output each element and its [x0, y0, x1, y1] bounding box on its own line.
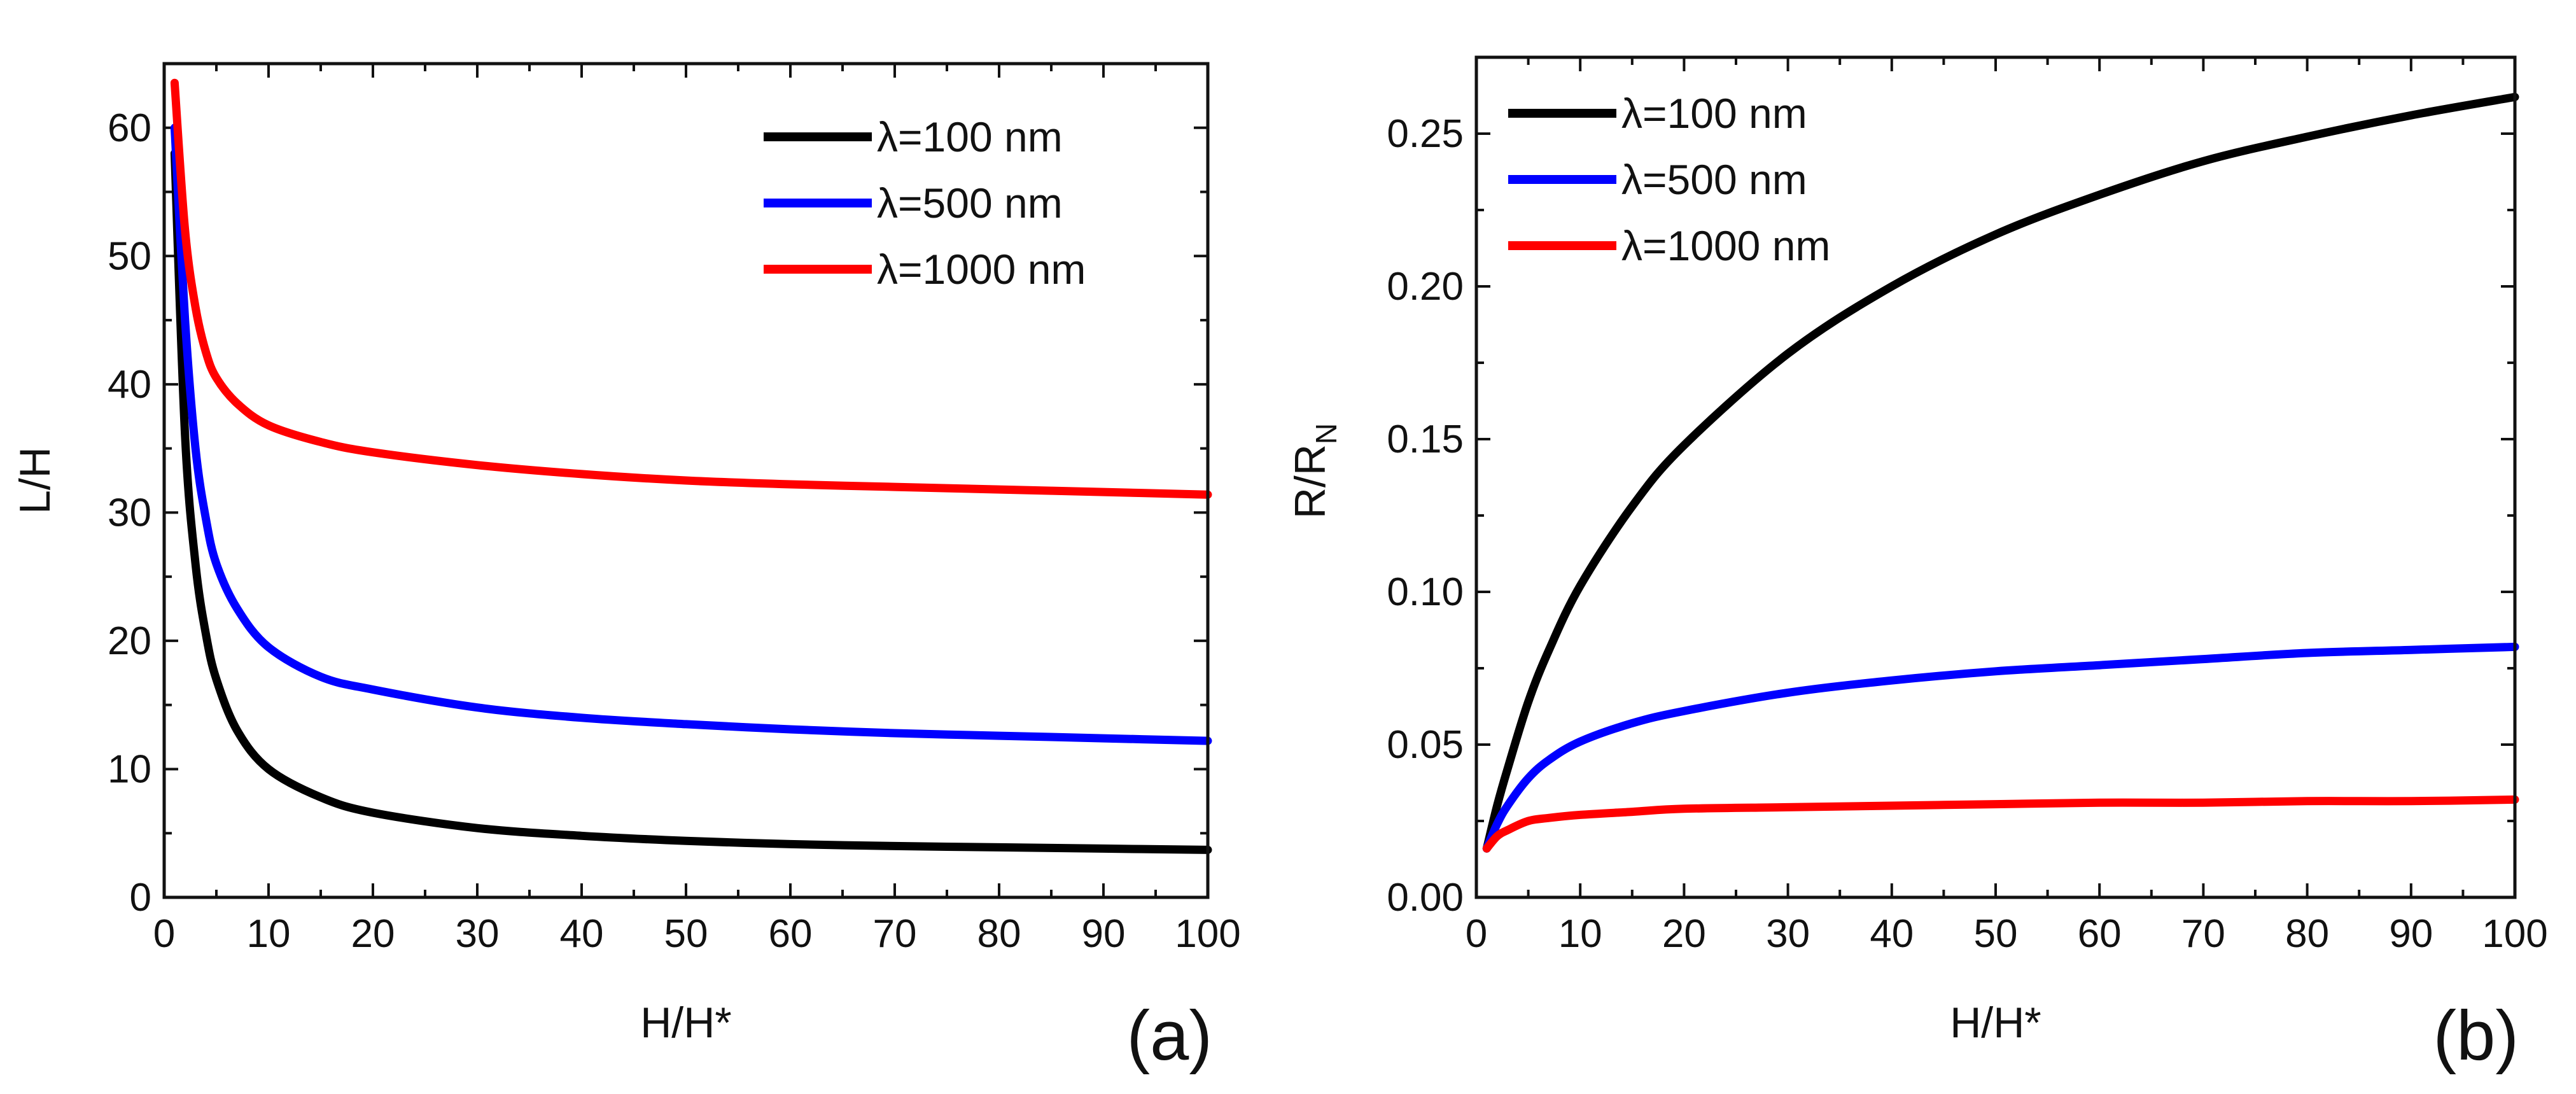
x-tick-label: 50: [1974, 912, 2018, 956]
x-tick-label: 30: [1766, 912, 1810, 956]
panel-a-x-axis-title: H/H*: [640, 999, 732, 1047]
x-tick-label: 20: [351, 912, 395, 956]
x-tick-label: 70: [2181, 912, 2225, 956]
y-tick-label: 0.15: [1387, 417, 1464, 461]
panel-b-legend: λ=100 nm λ=500 nm λ=1000 nm: [1508, 90, 1830, 269]
x-tick-label: 50: [664, 912, 708, 956]
y-tick-label: 0.05: [1387, 723, 1464, 767]
y-tick-label: 50: [108, 234, 151, 278]
legend-label-2: λ=1000 nm: [877, 246, 1086, 293]
legend-label-0: λ=100 nm: [1621, 90, 1807, 137]
panel-b-plot-frame: [1474, 55, 2517, 899]
x-tick-label: 80: [977, 912, 1021, 956]
panel-a-plot-frame: [162, 62, 1210, 899]
panel-a-y-axis-title: L/H: [11, 447, 59, 514]
x-tick-label: 30: [456, 912, 500, 956]
x-tick-label: 60: [2078, 912, 2122, 956]
panel-a-legend: λ=100 nm λ=500 nm λ=1000 nm: [764, 113, 1086, 293]
panel-b-y-axis-title: R/RN: [1286, 423, 1343, 519]
panel-b-series: [1482, 92, 2519, 853]
y-tick-label: 0.00: [1387, 876, 1464, 920]
panel-b-y-tick-labels: 0.00 0.05 0.10 0.15 0.20 0.25: [1387, 112, 1464, 920]
panel-b-x-axis-title: H/H*: [1950, 999, 2041, 1047]
series-line-1: [170, 123, 1212, 745]
series-line-0: [1482, 92, 2519, 853]
chart-panel-b: 0 10 20 30 40 50 60 70 80 90 100 0.000.050.100.150…: [1286, 55, 2548, 1075]
series-line-2: [1482, 795, 2519, 853]
x-tick-label: 70: [873, 912, 917, 956]
panel-a-series: [170, 78, 1212, 854]
x-tick-label: 80: [2285, 912, 2329, 956]
x-tick-label: 90: [2389, 912, 2433, 956]
y-tick-label: 0: [130, 876, 151, 920]
y-tick-label: 0.10: [1387, 570, 1464, 614]
x-tick-label: 0: [153, 912, 175, 956]
y-tick-label: 0.25: [1387, 112, 1464, 156]
legend-label-1: λ=500 nm: [877, 179, 1063, 227]
y-tick-label: 40: [108, 363, 151, 407]
x-tick-label: 100: [1175, 912, 1240, 956]
chart-panel-a: 0 10 20 30 40 50 60 70 80 90 100 0 10 20 30 40 50 60 H/H…: [11, 62, 1241, 1075]
y-tick-label: 20: [108, 619, 151, 663]
series-line-2: [170, 78, 1212, 499]
x-tick-label: 60: [769, 912, 813, 956]
x-tick-label: 90: [1082, 912, 1126, 956]
x-tick-label: 0: [1466, 912, 1487, 956]
y-tick-label: 10: [108, 747, 151, 791]
y-tick-label: 0.20: [1387, 265, 1464, 309]
panel-a-label: (a): [1127, 997, 1212, 1075]
y-tick-label: 30: [108, 491, 151, 535]
series-line-0: [170, 149, 1212, 854]
legend-label-1: λ=500 nm: [1621, 156, 1807, 203]
panel-b-x-tick-labels: 0 10 20 30 40 50 60 70 80 90 100: [1466, 912, 2548, 956]
y-tick-label: 60: [108, 106, 151, 150]
panel-a-y-tick-labels: 0 10 20 30 40 50 60: [108, 106, 151, 920]
x-tick-label: 40: [1870, 912, 1914, 956]
x-tick-label: 10: [1558, 912, 1602, 956]
x-tick-label: 100: [2482, 912, 2547, 956]
x-tick-label: 10: [247, 912, 291, 956]
series-line-1: [1482, 642, 2519, 853]
panel-b-label: (b): [2433, 997, 2519, 1075]
panel-a-x-tick-labels: 0 10 20 30 40 50 60 70 80 90 100: [153, 912, 1241, 956]
x-tick-label: 40: [560, 912, 604, 956]
x-tick-label: 20: [1662, 912, 1706, 956]
legend-label-0: λ=100 nm: [877, 113, 1063, 160]
legend-label-2: λ=1000 nm: [1621, 222, 1830, 269]
